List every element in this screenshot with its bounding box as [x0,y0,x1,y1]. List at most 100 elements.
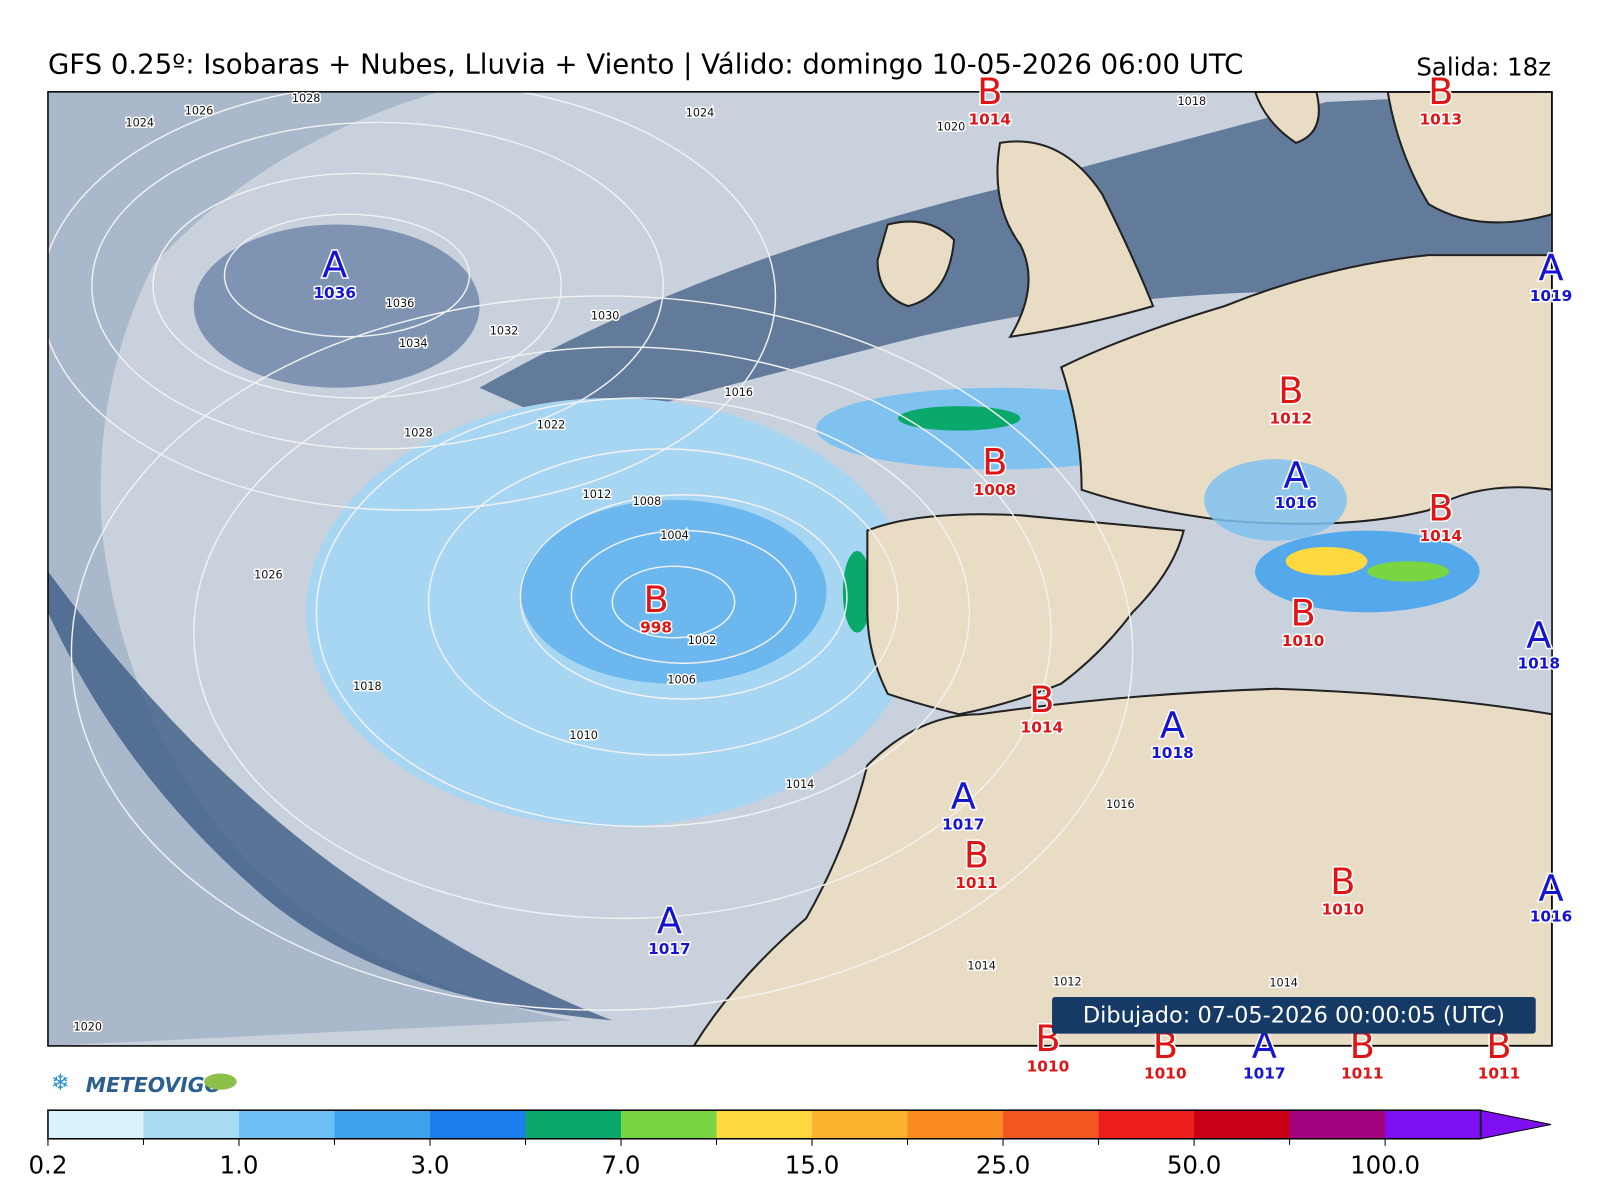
isobar [91,121,664,450]
colorbar-bin [1194,1110,1291,1139]
isobar-label: 1030 [591,309,620,322]
scandinavia [1386,91,1553,224]
isobar [427,448,899,756]
center-value: 1016 [1275,494,1318,512]
isobar-label: 1012 [583,488,612,501]
colorbar-tick-label: 15.0 [785,1150,839,1179]
colorbar: 0.2 1.0 3.0 7.0 15.0 25.0 50.0 100.0 [28,1109,1552,1179]
europe [1059,254,1553,525]
center-value: 1011 [955,874,998,892]
center-value: 1012 [1270,409,1313,427]
rain-area [1367,561,1449,582]
isobar-label: 1020 [937,121,966,134]
isobar-label: 1036 [386,297,415,310]
colorbar-bin [621,1110,718,1139]
center-value: 1036 [313,284,356,302]
colorbar-tick-label: 1.0 [220,1150,259,1179]
isobar-labels: 1036 1034 1032 1030 1028 1026 1024 1022 1020 1016… [72,91,1300,1036]
center-letter: A [951,775,976,818]
isobar-label: 1006 [667,674,696,687]
colorbar-bin [430,1110,527,1139]
colorbar-bin [525,1110,622,1139]
africa [692,687,1553,1046]
center-value: 1016 [1530,907,1573,925]
center-value: 1008 [974,481,1017,499]
cloud-band [479,91,1553,429]
iberia [866,513,1185,716]
isobar-label: 1024 [126,117,155,130]
isobar-label: 1004 [660,529,689,542]
colorbar-bin [812,1110,909,1139]
isobar [193,346,1052,920]
center-letter: A [1160,704,1185,747]
center-value: 998 [640,619,672,637]
rain-area [1285,546,1368,576]
logo-icon: ❄ [51,1070,70,1096]
center-letter: A [1283,454,1308,497]
center-letter: B [1278,369,1303,412]
colorbar-bin [143,1110,240,1139]
isobar [70,295,1134,1011]
isobar-label: 1008 [633,495,662,508]
center-letter: A [1526,614,1551,657]
center-value: 1018 [1517,654,1560,672]
colorbar-frame [47,1109,1482,1140]
logo-leaf [204,1073,237,1090]
colorbar-tick-label: 50.0 [1167,1150,1221,1179]
isobar-label: 1016 [1106,798,1135,811]
center-letter: B [1428,70,1453,113]
isobar-label: 1012 [1053,976,1082,989]
center-value: 1013 [1420,110,1463,128]
center-letter: B [982,440,1007,483]
center-letter: A [1538,867,1563,910]
cloud-band [47,571,613,1021]
center-letter: B [1035,1017,1060,1060]
isobar [315,397,971,828]
rain-area [1204,459,1347,541]
isobar [152,172,562,399]
center-value: 1014 [1420,527,1463,545]
center-letter: A [657,900,682,943]
center-value: 1017 [1243,1065,1286,1083]
center-value: 1014 [969,110,1012,128]
colorbar-bin [907,1110,1004,1139]
center-letter: B [1330,860,1355,903]
center-value: 1014 [1021,719,1064,737]
isobar-label: 1014 [786,778,815,791]
center-letter: B [1428,486,1453,529]
center-value: 1019 [1530,287,1573,305]
isobar-label: 1026 [185,104,214,117]
center-value: 1011 [1341,1065,1384,1083]
center-value: 1017 [942,816,985,834]
center-value: 1010 [1144,1065,1187,1083]
isobar-label: 1014 [967,959,996,972]
isobar-label: 1014 [1269,977,1298,990]
colorbar-extend [1480,1109,1552,1140]
colorbar-bin [1003,1110,1100,1139]
isobar [47,91,777,511]
colorbar-bin [716,1110,813,1139]
isobar-label: 1002 [688,634,717,647]
rain-area [897,406,1021,431]
isobar-label: 1034 [399,337,428,350]
isobar-label: 1022 [537,419,566,432]
center-letter: B [1029,678,1054,721]
stamp-box [1052,996,1536,1034]
map [47,91,1553,1046]
isobar-label: 1028 [404,427,433,440]
isobar [570,529,797,664]
center-value: 1010 [1282,632,1325,650]
run-label: Salida: 18z [1416,53,1551,82]
center-letter: B [977,70,1002,113]
center-letter: A [322,244,347,287]
center-letter: B [644,578,669,621]
rain-area [842,551,872,633]
colorbar-tick-label: 7.0 [602,1150,641,1179]
isobar [611,565,736,639]
isobar-label: 1010 [569,729,598,742]
center-letter: B [1290,592,1315,635]
isobar-label: 1032 [490,325,519,338]
isobar [519,494,848,700]
colorbar-tick-label: 0.2 [28,1150,67,1179]
